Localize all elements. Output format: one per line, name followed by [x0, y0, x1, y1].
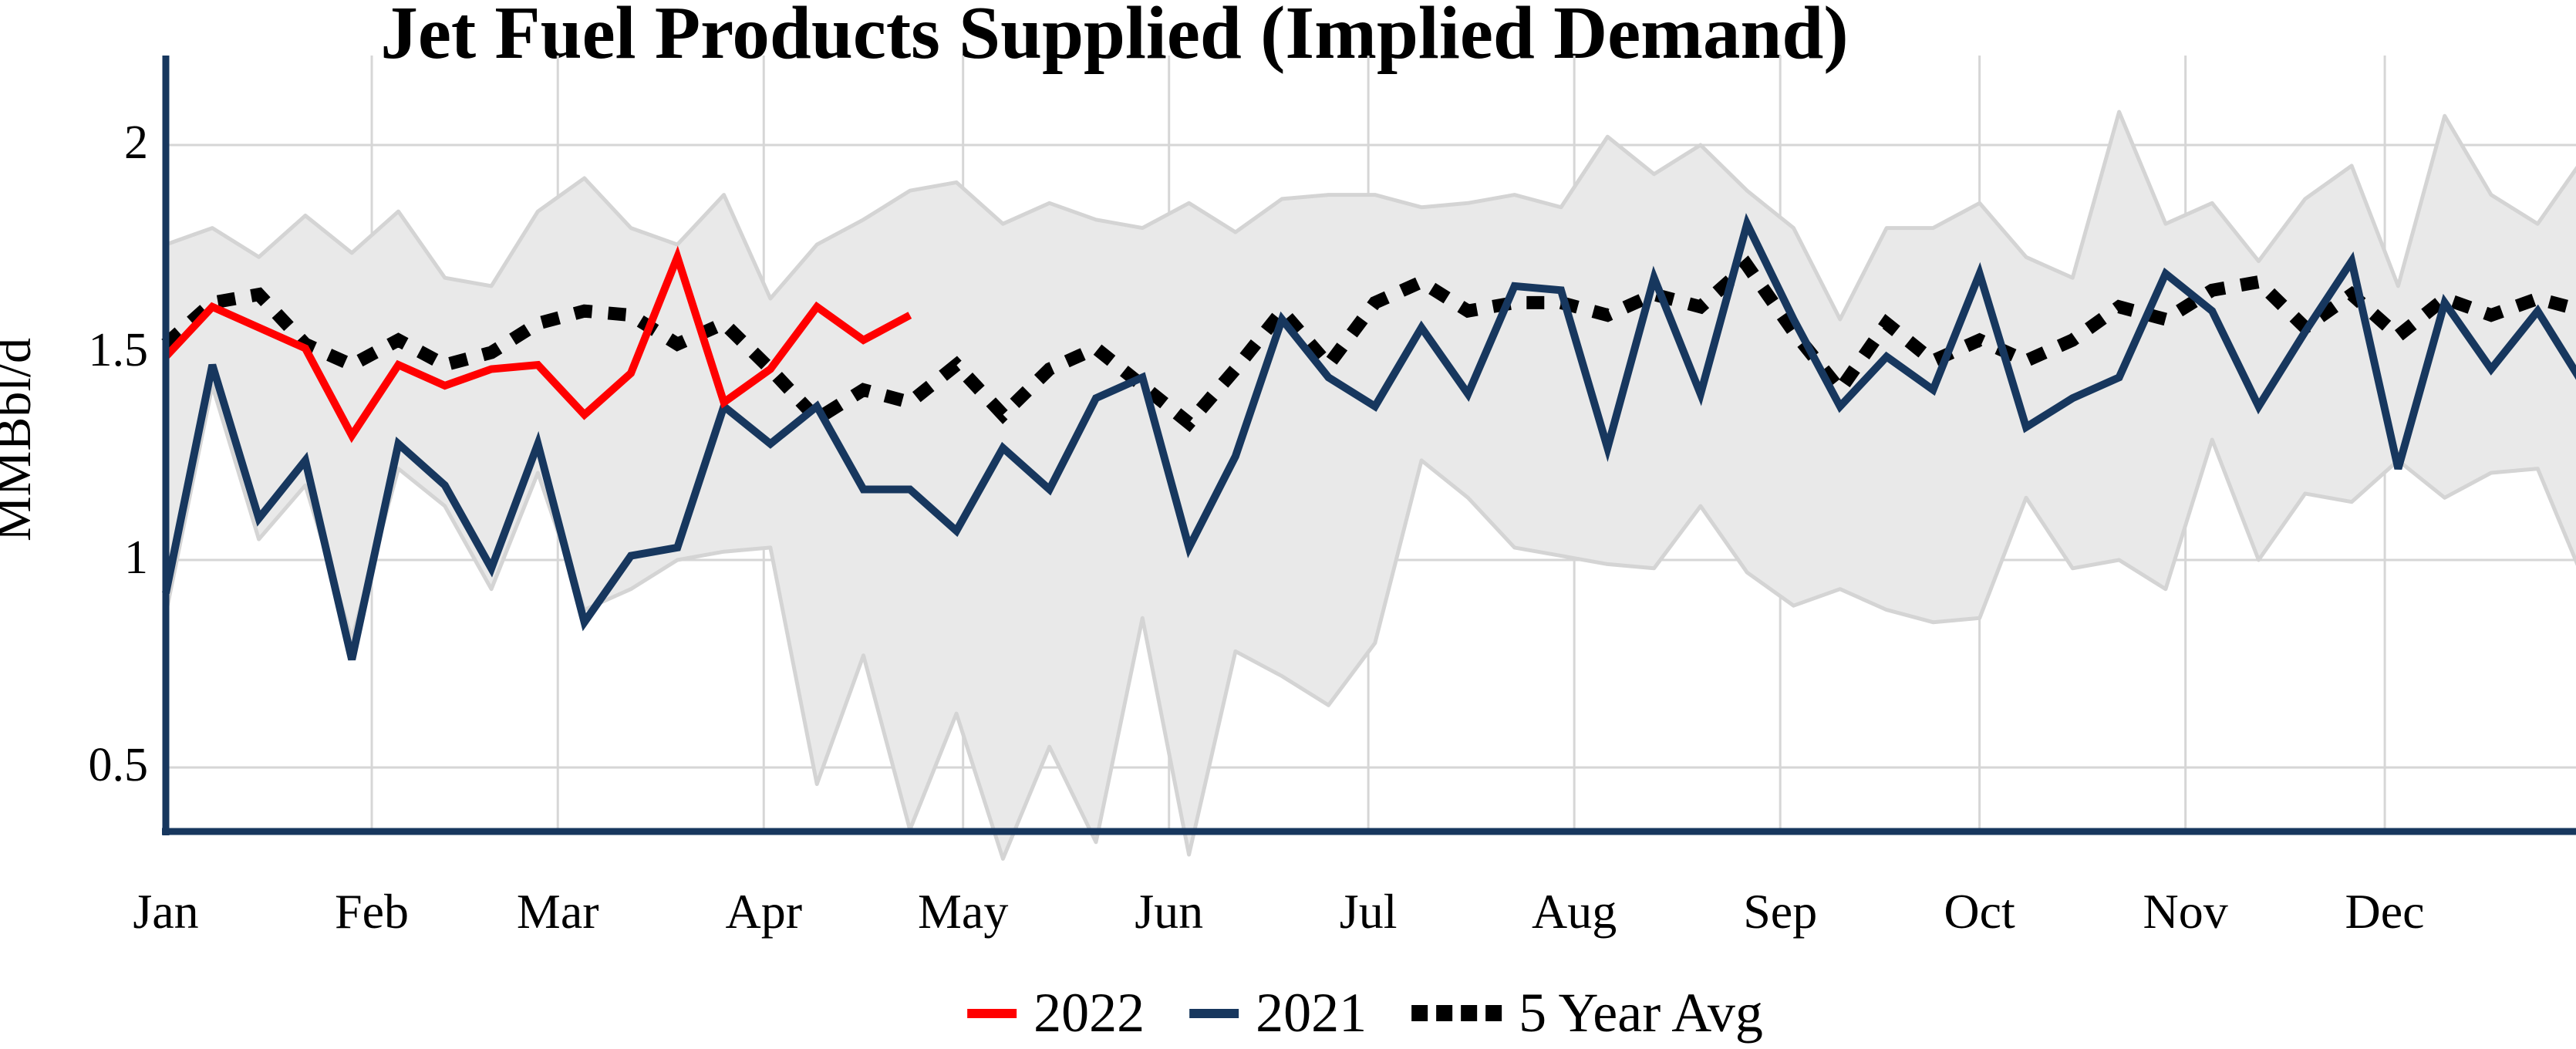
legend-swatch-2022-line — [967, 1008, 1017, 1018]
series-line-5yr-avg — [161, 255, 2576, 433]
legend-swatch-2021-line — [1189, 1008, 1239, 1018]
legend-item-2021: 2021 — [1189, 981, 1367, 1045]
legend-item-2022: 2022 — [967, 981, 1145, 1045]
y-tick-label-1.5: 1.5 — [88, 323, 149, 376]
y-tick-label-1: 1 — [124, 531, 148, 584]
x-tick-label-sep: Sep — [1743, 884, 1818, 939]
x-tick-label-jan: Jan — [133, 884, 199, 939]
five-year-range-band — [166, 112, 2576, 859]
x-tick-label-apr: Apr — [725, 884, 803, 939]
x-tick-label-aug: Aug — [1532, 884, 1617, 939]
legend-label-5yr-avg: 5 Year Avg — [1519, 982, 1763, 1044]
legend: 2022 2021 5 Year Avg — [967, 981, 1763, 1045]
legend-label-2022: 2022 — [1033, 982, 1145, 1044]
legend-label-2021: 2021 — [1256, 982, 1367, 1044]
range-band-max-line — [165, 110, 2576, 322]
x-tick-label-oct: Oct — [1944, 884, 2015, 939]
chart-title: Jet Fuel Products Supplied (Implied Dema… — [380, 0, 1849, 74]
x-tick-label-nov: Nov — [2143, 884, 2228, 939]
series-line-2021 — [162, 213, 2576, 661]
legend-swatch-dotted-line — [1411, 1005, 1502, 1021]
legend-item-5yr-avg: 5 Year Avg — [1411, 981, 1763, 1045]
x-tick-label-feb: Feb — [335, 884, 410, 939]
series-line-2022 — [163, 245, 912, 444]
y-tick-label-0.5: 0.5 — [88, 738, 149, 791]
x-tick-label-mar: Mar — [516, 884, 599, 939]
x-tick-label-dec: Dec — [2345, 884, 2425, 939]
x-tick-label-jun: Jun — [1135, 884, 1204, 939]
x-tick-label-jul: Jul — [1339, 884, 1398, 939]
y-tick-label-2: 2 — [124, 116, 148, 169]
x-tick-label-may: May — [918, 884, 1009, 939]
